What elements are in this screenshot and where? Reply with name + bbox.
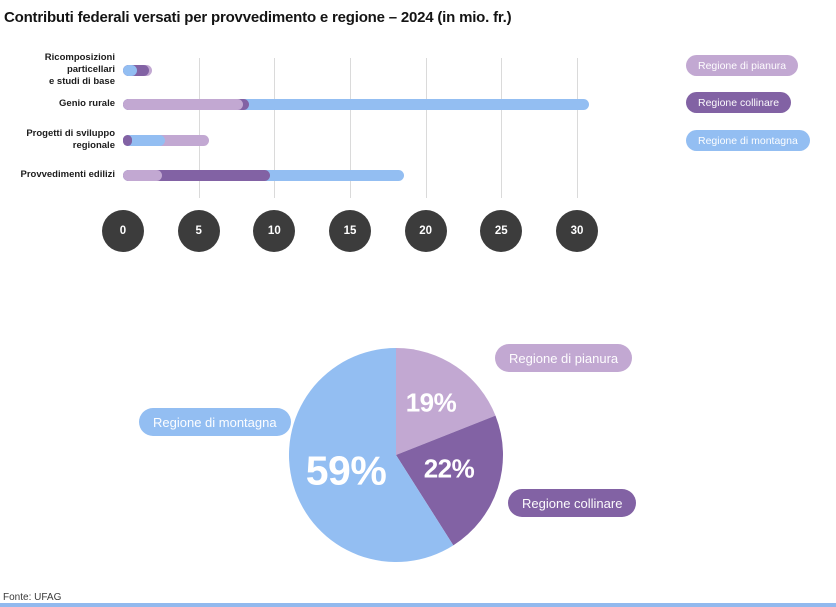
bar-category-label: Provvedimenti edilizi [20,169,116,181]
bar-segment[interactable] [123,64,137,76]
bar-category-label: Progetti di sviluppo regionale [26,128,115,151]
axis-tick: 30 [555,210,598,252]
pie-chart [288,348,504,562]
gridline [349,58,351,198]
bar-segment[interactable] [123,169,270,181]
pie-label-collinare: Regione collinare [508,489,637,517]
axis-tick: 0 [102,210,144,252]
bar-segment[interactable] [123,134,166,146]
bar-segment[interactable] [123,98,243,110]
axis-tick: 15 [328,210,371,252]
bar-segment[interactable] [123,98,590,110]
legend-pill-montagna[interactable]: Regione di montagna [686,130,810,151]
bar-segment[interactable] [123,134,210,146]
pie-slice[interactable] [396,348,496,455]
legend-pill-collinare[interactable]: Regione collinare [686,92,792,113]
bottom-border-bar [0,603,836,607]
pie-percent-pianura: 19% [405,387,457,418]
pie-label-pianura: Regione di pianura [495,344,633,372]
pie-slice[interactable] [396,415,504,546]
gridline [198,58,200,198]
gridline [274,58,276,198]
source-note: Fonte: UFAG [3,592,62,603]
bar-segment[interactable] [123,134,133,146]
pie-percent-collinare: 22% [423,453,475,484]
bar-category-label: Ricomposizioni particellari e studi di b… [44,52,115,87]
axis-tick: 25 [480,210,523,252]
gridline [425,58,427,198]
legend-pill-pianura[interactable]: Regione di pianura [686,55,799,76]
pie-percent-montagna: 59% [305,447,387,494]
page-title: Contributi federali versati per provvedi… [4,9,512,26]
axis-tick: 10 [253,210,296,252]
pie-slice[interactable] [288,348,454,562]
bar-segment[interactable] [123,169,163,181]
axis-tick: 5 [177,210,220,252]
gridline [501,58,503,198]
pie-label-montagna: Regione di montagna [139,408,291,436]
bar-category-label: Genio rurale [59,98,115,110]
axis-tick: 20 [404,210,447,252]
gridline [576,58,578,198]
